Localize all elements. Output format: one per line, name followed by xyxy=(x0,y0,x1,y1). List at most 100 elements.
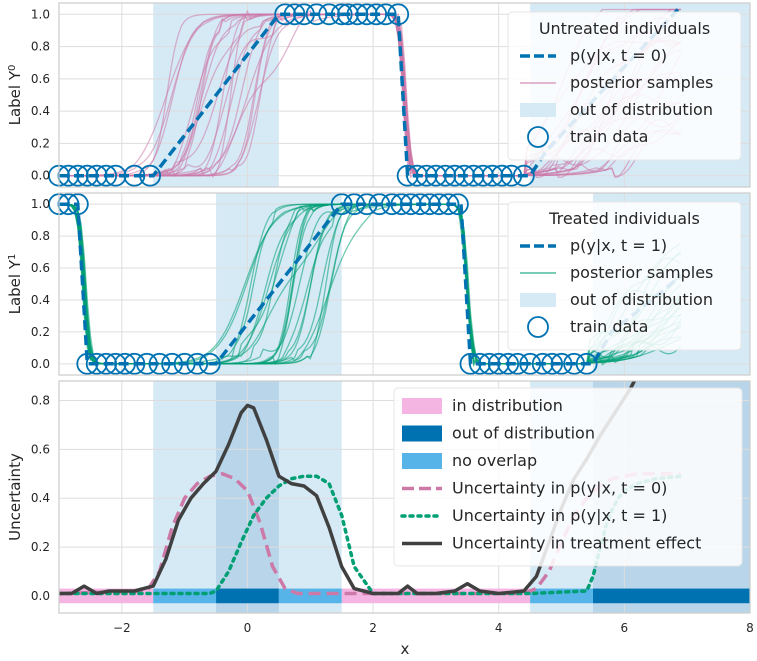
legend-box xyxy=(507,201,742,351)
train-data-point xyxy=(519,352,542,375)
train-data-point xyxy=(478,352,501,375)
train-data-point xyxy=(487,352,510,375)
train-data-point xyxy=(453,164,476,187)
x-tick-label: 2 xyxy=(369,621,377,635)
legend-entry: posterior samples xyxy=(570,73,713,92)
train-data-point xyxy=(563,352,586,375)
legend-entry: out of distribution xyxy=(570,100,713,119)
series-line xyxy=(59,472,681,596)
train-data-point xyxy=(330,193,353,216)
y-tick-label: 0.0 xyxy=(31,169,50,183)
band-out-of-distribution xyxy=(592,588,750,604)
y-axis-label-text: Uncertainty xyxy=(6,453,24,541)
train-data-point xyxy=(95,352,118,375)
train-data-point xyxy=(114,352,136,375)
train-data-point xyxy=(355,3,378,26)
band-out-of-distribution xyxy=(216,588,279,604)
y-tick-label: 0.0 xyxy=(31,357,50,371)
legend-entry: Uncertainty in treatment effect xyxy=(452,534,701,553)
axes-frame xyxy=(58,192,751,376)
train-data-point xyxy=(425,164,447,187)
train-data-point xyxy=(506,352,529,375)
axes-frame xyxy=(58,2,751,188)
x-tick-label: 6 xyxy=(621,621,629,635)
train-data-point xyxy=(186,352,209,375)
train-data-point xyxy=(76,352,99,375)
y-tick-label: 1.0 xyxy=(31,197,50,211)
legend-handle-ood xyxy=(520,293,556,307)
y-tick-label: 0.8 xyxy=(31,40,50,54)
train-data-point xyxy=(446,193,469,216)
train-data-point xyxy=(123,164,146,187)
train-data-point xyxy=(415,164,438,187)
legend-entry: Uncertainty in p(y|x, t = 1) xyxy=(452,506,667,525)
y-tick-label: 0.4 xyxy=(31,491,50,505)
train-data-point xyxy=(437,193,460,216)
legend-entry: Uncertainty in p(y|x, t = 0) xyxy=(452,479,667,498)
train-data-point xyxy=(365,3,388,26)
train-data-point xyxy=(343,193,366,216)
train-data-point xyxy=(136,352,158,375)
y-tick-label: 0.2 xyxy=(31,540,50,554)
legend-entry: no overlap xyxy=(452,451,537,470)
legend-entry: p(y|x, t = 1) xyxy=(570,236,667,255)
legend-entry: p(y|x, t = 0) xyxy=(570,46,667,65)
legend-handle-ood xyxy=(520,103,556,117)
legend-handle-out-of-distribution xyxy=(402,425,442,442)
legend-entry: train data xyxy=(570,127,648,146)
y-axis-label: Uncertainty xyxy=(6,453,24,541)
train-data-point xyxy=(318,3,341,26)
legend-entry: in distribution xyxy=(452,396,563,415)
y-tick-label: 0.8 xyxy=(31,394,50,408)
axes-frame xyxy=(58,380,751,614)
legend-title: Treated individuals xyxy=(548,209,700,228)
train-data-point xyxy=(66,193,89,216)
train-data-point xyxy=(406,164,428,187)
train-data-point xyxy=(148,352,171,375)
legend-entry: train data xyxy=(570,317,648,336)
train-data-point xyxy=(104,352,127,375)
train-data-point xyxy=(95,164,118,187)
legend-handle-train xyxy=(527,316,549,338)
train-data xyxy=(48,193,598,375)
x-tick-label: −2 xyxy=(113,621,131,635)
x-tick-label: 0 xyxy=(244,621,252,635)
y-tick-label: 0.0 xyxy=(31,589,50,603)
train-data-point xyxy=(500,164,523,187)
train-data-point xyxy=(512,164,535,187)
train-data-point xyxy=(396,164,419,187)
y-axis-label-text: Label Y xyxy=(6,70,24,125)
y-axis-label-sup: 1 xyxy=(7,254,18,260)
legend-handle-no-overlap xyxy=(402,453,442,469)
y-tick-label: 0.2 xyxy=(31,325,50,339)
train-data-point xyxy=(381,193,403,216)
legend-handle-train xyxy=(527,126,549,148)
train-data-point xyxy=(104,164,127,187)
y-axis-label-text: Label Y xyxy=(6,259,24,314)
y-tick-label: 0.8 xyxy=(31,229,50,243)
legend: in distribution out of distribution no ove… xyxy=(393,387,743,567)
train-data-point xyxy=(541,352,564,375)
train-data-point xyxy=(390,193,413,216)
legend: Untreated individuals p(y|x, t = 0) poster… xyxy=(507,11,742,161)
train-data-point xyxy=(274,3,297,26)
legend-title: Untreated individuals xyxy=(539,19,710,38)
legend-handle-in-distribution xyxy=(402,398,442,414)
y-tick-label: 0.2 xyxy=(31,136,50,150)
panel-treated: 0.0 0.2 0.4 0.6 0.8 1.0 Label Y1 Treated indivi… xyxy=(6,192,751,376)
train-data-point xyxy=(462,164,485,187)
y-tick-label: 0.6 xyxy=(31,72,50,86)
train-data-point xyxy=(139,164,161,187)
y-tick-label: 0.4 xyxy=(31,104,50,118)
legend-entry: out of distribution xyxy=(452,424,595,443)
train-data-point xyxy=(459,352,482,375)
train-data-point xyxy=(161,352,183,375)
x-tick-label: 4 xyxy=(495,621,503,635)
band-no-overlap xyxy=(153,588,217,604)
x-axis-label: x xyxy=(401,640,410,658)
train-data-point xyxy=(428,193,450,216)
band-no-overlap xyxy=(278,588,342,604)
train-data-point xyxy=(123,352,146,375)
train-data-point xyxy=(305,3,328,26)
